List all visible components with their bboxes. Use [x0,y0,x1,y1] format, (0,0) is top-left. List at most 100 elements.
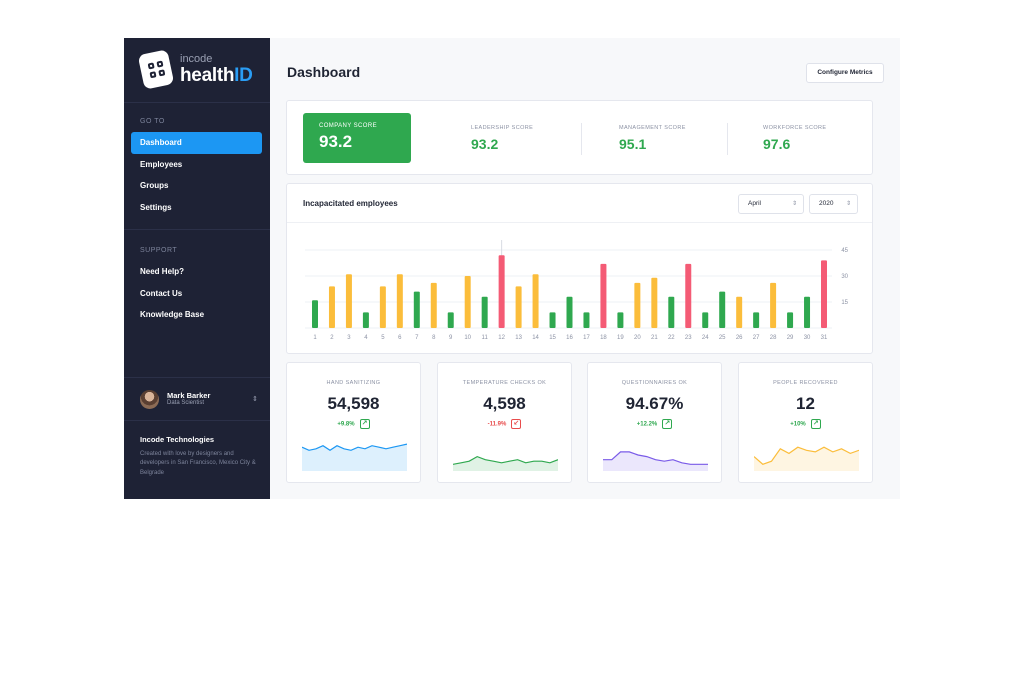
company-score-label: COMPANY SCORE [319,123,377,129]
x-tick-label: 13 [515,335,522,341]
sidebar: incode healthID GO TO Dashboard Employee… [124,38,270,499]
management-score-value: 95.1 [619,136,647,152]
sidebar-item-groups[interactable]: Groups [140,181,169,190]
stat-change: -11.9% ↙ [438,419,571,429]
stat-label: HAND SANITIZING [326,380,381,386]
y-tick-label: 15 [841,300,848,306]
x-tick-label: 6 [398,335,402,341]
chart-bar[interactable] [515,286,522,328]
x-tick-label: 2 [330,335,334,341]
x-tick-label: 21 [651,335,658,341]
sidebar-item-contact-us[interactable]: Contact Us [140,289,183,298]
year-select[interactable]: 2020 ⇕ [809,194,858,214]
chart-bar[interactable] [719,291,726,328]
chart-title: Incapacitated employees [303,199,398,208]
sparkline-line [603,451,708,465]
sparkline-area [754,447,859,471]
sidebar-item-employees[interactable]: Employees [140,160,183,169]
chart-bar[interactable] [396,274,403,328]
chart-bar[interactable] [770,282,777,328]
chart-bar[interactable] [583,312,590,328]
x-tick-label: 25 [719,335,726,341]
chart-bar[interactable] [651,277,658,328]
chevron-updown-icon: ⇕ [845,201,851,207]
sparkline-line [302,443,407,452]
sparkline [603,451,708,471]
x-tick-label: 22 [668,335,675,341]
avatar [140,389,159,409]
brand-name: healthID [180,65,253,86]
chart-bar[interactable] [379,286,386,328]
x-tick-label: 18 [600,335,607,341]
chart-bar[interactable] [312,300,318,328]
stat-label: TEMPERATURE CHECKS OK [462,380,547,386]
chart-bar[interactable] [328,286,335,328]
x-tick-label: 12 [498,335,505,341]
chart-bar[interactable] [549,312,556,328]
chart-bar[interactable] [804,296,811,328]
chart-bar[interactable] [753,312,760,328]
chart-bar[interactable] [345,274,352,328]
chart-bar[interactable] [481,296,488,328]
chart-bar[interactable] [702,312,709,328]
stat-value: 4,598 [483,394,526,413]
chart-bar[interactable] [498,255,505,328]
chevron-updown-icon[interactable]: ⇕ [252,396,258,403]
chart-bar[interactable] [600,263,607,328]
sparkline-line [754,446,859,465]
stat-value: 54,598 [327,394,380,413]
sparkline [754,446,859,471]
workforce-score-value: 97.6 [763,136,791,152]
user-role: Data Scientist [167,399,205,406]
chart-bar[interactable] [430,282,437,328]
stat-value: 12 [796,394,815,413]
chart-bar[interactable] [736,296,743,328]
configure-metrics-button[interactable]: Configure Metrics [806,63,884,83]
scores-card: COMPANY SCORE 93.2 LEADERSHIP SCORE 93.2… [286,100,873,175]
chart-bar[interactable] [617,312,624,328]
x-tick-label: 4 [364,335,368,341]
sparkline-area [453,456,558,471]
chart-bar[interactable] [464,276,471,328]
stat-change: +9.8% ↗ [287,419,420,429]
chart-bar[interactable] [532,274,539,328]
x-tick-label: 17 [583,335,590,341]
x-tick-label: 14 [532,335,539,341]
month-select[interactable]: April ⇕ [738,194,804,214]
stat-card-hand-sanitizing: HAND SANITIZING 54,598 +9.8% ↗ [286,362,421,483]
management-score-label: MANAGEMENT SCORE [619,125,686,131]
x-tick-label: 10 [464,335,471,341]
chart-bar[interactable] [362,312,369,328]
chart-bar[interactable] [685,263,692,328]
leadership-score-value: 93.2 [471,136,499,152]
chart-bar[interactable] [413,291,420,328]
sidebar-item-knowledge-base[interactable]: Knowledge Base [140,310,205,319]
x-tick-label: 23 [685,335,692,341]
workforce-score-label: WORKFORCE SCORE [763,125,827,131]
chart-bar[interactable] [447,312,454,328]
sparkline [302,443,407,471]
x-tick-label: 24 [702,335,709,341]
chart-bar[interactable] [787,312,794,328]
chart-bar[interactable] [566,296,573,328]
chart-bar[interactable] [821,260,827,328]
goto-section-label: GO TO [140,118,165,125]
chart-bar[interactable] [668,296,675,328]
user-profile[interactable]: Mark Barker Data Scientist ⇕ [140,387,258,411]
brand-logo[interactable]: incode healthID [137,49,253,90]
stat-change: +12.2% ↗ [588,419,721,429]
trend-down-icon: ↙ [511,419,522,429]
x-tick-label: 27 [753,335,760,341]
x-tick-label: 19 [617,335,624,341]
y-tick-label: 30 [841,274,848,280]
sidebar-item-settings[interactable]: Settings [140,203,172,212]
sidebar-item-need-help[interactable]: Need Help? [140,267,185,276]
x-tick-label: 31 [821,335,828,341]
trend-up-icon: ↗ [662,419,673,429]
stat-card-temperature-checks: TEMPERATURE CHECKS OK 4,598 -11.9% ↙ [437,362,572,483]
sidebar-item-dashboard[interactable]: Dashboard [131,132,262,154]
logo-icon [137,49,175,90]
x-tick-label: 5 [381,335,385,341]
chart-bar[interactable] [634,282,641,328]
